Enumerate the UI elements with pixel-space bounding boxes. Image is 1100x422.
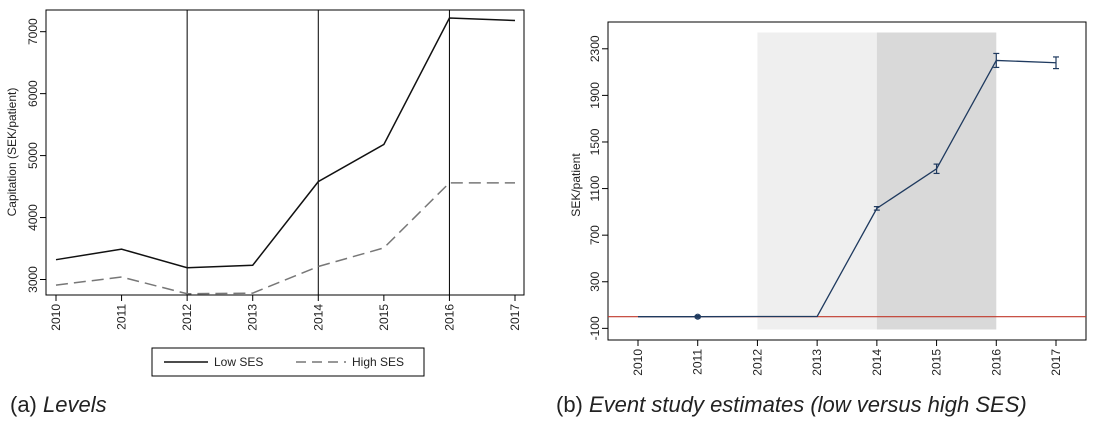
estimate-line [638,59,1057,318]
b-x-tick-label-2013: 2013 [810,349,824,376]
x-tick-label-2011: 2011 [115,304,129,330]
panel-b-caption-title: Event study estimates (low versus high S… [589,392,1027,417]
panel-a-legend: Low SES High SES [151,347,425,377]
x-tick-label-2014: 2014 [311,304,325,331]
x-tick-label-2010: 2010 [49,304,63,331]
panel-b-marks: -100 300 700 1100 1500 1900 2300 2010 2011 2012 20… [588,32,1086,376]
series-line-low-ses [55,17,516,269]
panel-a-plot-frame [45,9,525,296]
b-y-tick-label-700: 700 [588,225,602,245]
y-tick-label-6000: 6000 [26,80,40,107]
figure-canvas: 3000 4000 5000 6000 7000 2010 2011 2012 2013 2014… [5,9,1087,377]
legend-high-ses-label: High SES [352,355,404,369]
b-y-tick-label-1100: 1100 [588,175,602,201]
shaded-region-2014-2016 [876,32,997,330]
b-x-tick-label-2015: 2015 [930,349,944,376]
panel-a: 3000 4000 5000 6000 7000 2010 2011 2012 2013 2014… [5,9,525,377]
panel-b-caption: (b) Event study estimates (low versus hi… [556,392,1027,418]
panel-b-y-axis-label: SEK/patient [569,153,583,217]
shaded-region-2012-2014 [757,32,877,330]
panel-a-marks: 3000 4000 5000 6000 7000 2010 2011 2012 2013 2014… [26,10,522,331]
panel-a-y-axis-label: Capitation (SEK/patient) [5,88,19,217]
panel-a-caption-prefix: (a) [10,392,43,417]
base-year-marker [694,313,701,320]
panel-b: -100 300 700 1100 1500 1900 2300 2010 2011 2012 20… [569,21,1087,376]
x-tick-label-2016: 2016 [442,304,456,331]
panel-a-caption-title: Levels [43,392,107,417]
series-line-high-ses [55,182,515,295]
b-x-tick-label-2017: 2017 [1049,349,1063,376]
b-x-tick-label-2016: 2016 [989,349,1003,376]
panel-b-plot-frame [607,21,1087,341]
b-y-tick-label-300: 300 [588,271,602,291]
b-x-tick-label-2010: 2010 [631,349,645,376]
b-y-tick-label--100: -100 [588,316,602,340]
y-tick-label-7000: 7000 [26,18,40,45]
b-y-tick-label-2300: 2300 [588,35,602,62]
b-y-tick-label-1900: 1900 [588,82,602,109]
x-tick-label-2013: 2013 [246,304,260,331]
b-y-tick-label-1500: 1500 [588,128,602,155]
y-tick-label-3000: 3000 [26,266,40,293]
b-x-tick-label-2011: 2011 [691,349,705,375]
panel-b-caption-prefix: (b) [556,392,589,417]
x-tick-label-2017: 2017 [508,304,522,331]
panel-a-caption: (a) Levels [10,392,107,418]
legend-low-ses-label: Low SES [214,355,263,369]
x-tick-label-2012: 2012 [180,304,194,331]
y-tick-label-4000: 4000 [26,204,40,231]
b-x-tick-label-2012: 2012 [750,349,764,376]
x-tick-label-2015: 2015 [377,304,391,331]
b-x-tick-label-2014: 2014 [870,349,884,376]
y-tick-label-5000: 5000 [26,142,40,169]
